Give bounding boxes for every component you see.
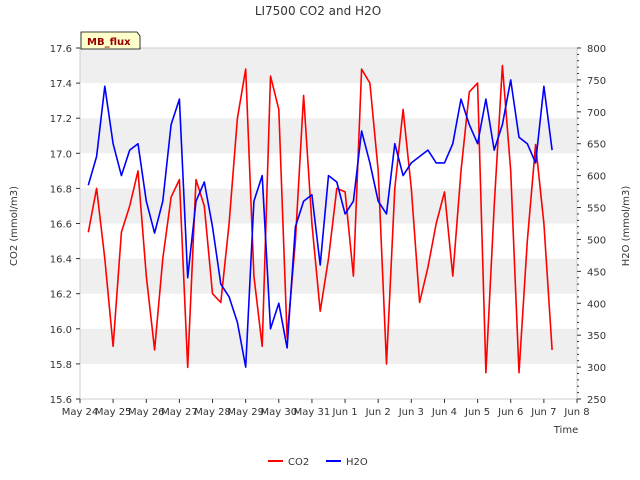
left-y-tick-label: 17.4: [50, 79, 72, 90]
series-layer: [87, 64, 553, 374]
grid-band: [80, 328, 577, 364]
x-tick-label: Jun 6: [497, 407, 523, 418]
x-tick-label: Jun 4: [431, 407, 457, 418]
right-y-tick-label: 700: [587, 108, 606, 119]
chart-title: LI7500 CO2 and H2O: [255, 4, 381, 18]
x-tick-label: Jun 5: [464, 407, 490, 418]
left-y-tick-label: 16.6: [50, 220, 72, 231]
right-y-tick-label: 600: [587, 172, 606, 183]
right-y-tick-label: 650: [587, 140, 606, 151]
left-y-tick-label: 16.0: [50, 325, 72, 336]
left-y-axis: 15.6 15.8 16.0 16.2 16.4 16.6 16.8 17.0 17.2 17.4…: [50, 44, 80, 406]
legend-co2-label: CO2: [288, 457, 309, 468]
site-label-badge: MB_flux: [80, 31, 141, 50]
grid-band: [80, 188, 577, 224]
x-tick-label: Jun 7: [530, 407, 556, 418]
left-y-tick-label: 15.8: [50, 360, 72, 371]
right-y-tick-label: 250: [587, 395, 606, 406]
x-tick-label: May 31: [294, 407, 331, 418]
series-line-co2: [87, 64, 553, 374]
x-tick-label: May 26: [128, 407, 165, 418]
right-y-tick-label: 450: [587, 267, 606, 278]
x-tick-label: May 25: [95, 407, 132, 418]
left-y-tick-label: 17.2: [50, 114, 72, 125]
x-tick-label: May 28: [194, 407, 231, 418]
series-line-h2o: [87, 79, 553, 368]
right-y-tick-label: 300: [587, 363, 606, 374]
site-label-box: [80, 31, 141, 50]
right-y-tick-label: 750: [587, 76, 606, 87]
left-y-tick-label: 16.4: [50, 255, 72, 266]
x-tick-label: May 27: [161, 407, 198, 418]
x-tick-label: May 24: [62, 407, 99, 418]
left-y-tick-label: 16.2: [50, 290, 72, 301]
legend: CO2 H2O: [268, 457, 368, 468]
right-y-tick-label: 500: [587, 235, 606, 246]
left-y-tick-label: 17.0: [50, 149, 72, 160]
grid-band: [80, 48, 577, 84]
x-tick-label: Jun 8: [563, 407, 589, 418]
left-y-tick-label: 17.6: [50, 44, 72, 55]
legend-h2o-label: H2O: [346, 457, 368, 468]
x-tick-label: Jun 2: [365, 407, 391, 418]
x-tick-label: Jun 3: [398, 407, 424, 418]
x-tick-label: Jun 1: [331, 407, 357, 418]
plot-background-bands: [80, 48, 577, 364]
left-y-tick-label: 15.6: [50, 395, 72, 406]
grid-band: [80, 258, 577, 294]
right-y-tick-label: 350: [587, 331, 606, 342]
x-tick-label: May 29: [227, 407, 264, 418]
right-y-tick-label: 550: [587, 204, 606, 215]
right-y-tick-label: 400: [587, 299, 606, 310]
left-y-tick-label: 16.8: [50, 184, 72, 195]
right-y-tick-label: 800: [587, 44, 606, 55]
x-axis-label: Time: [553, 425, 578, 436]
right-y-axis: 250 300 350 400 450 500 550 600 650 700 750 800: [577, 44, 606, 406]
right-y-axis-label: H2O (mmol/m3): [621, 186, 632, 267]
left-y-axis-label: CO2 (mmol/m3): [9, 186, 20, 266]
site-label: MB_flux: [87, 37, 131, 48]
x-tick-label: May 30: [261, 407, 298, 418]
